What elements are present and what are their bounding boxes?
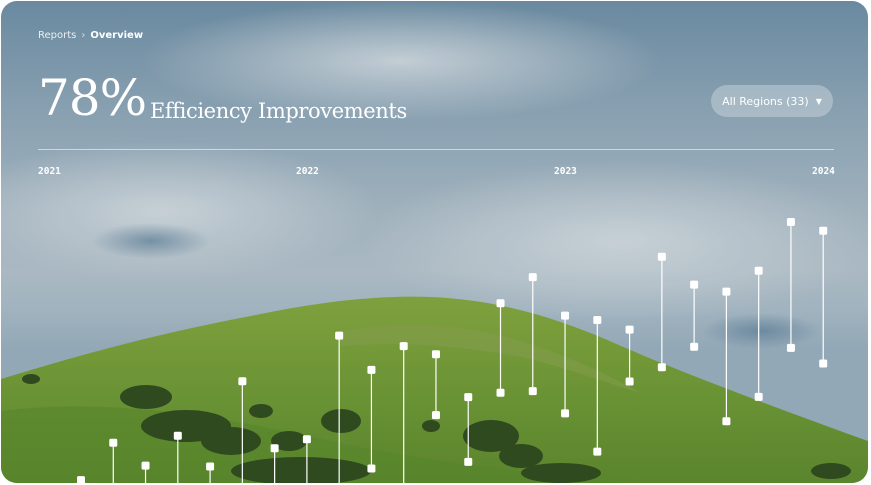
range-high-point[interactable] <box>173 431 182 440</box>
range-low-point[interactable] <box>657 363 666 372</box>
range-high-point[interactable] <box>657 252 666 261</box>
range-low-point[interactable] <box>561 409 570 418</box>
range-high-point[interactable] <box>754 266 763 275</box>
range-high-point[interactable] <box>464 393 473 402</box>
range-low-point[interactable] <box>528 387 537 396</box>
range-high-point[interactable] <box>625 325 634 334</box>
range-high-point[interactable] <box>367 365 376 374</box>
year-label-2022: 2022 <box>296 166 319 177</box>
range-high-point[interactable] <box>109 438 118 447</box>
range-high-point[interactable] <box>528 273 537 282</box>
breadcrumb: Reports › Overview <box>38 30 143 41</box>
range-high-point[interactable] <box>431 350 440 359</box>
range-low-point[interactable] <box>722 417 731 426</box>
year-label-2024: 2024 <box>812 166 835 177</box>
range-high-point[interactable] <box>819 226 828 235</box>
range-high-point[interactable] <box>77 476 85 483</box>
range-high-point[interactable] <box>593 316 602 325</box>
range-high-point[interactable] <box>561 311 570 320</box>
caret-down-icon: ▼ <box>815 96 822 106</box>
range-low-point[interactable] <box>754 392 763 401</box>
region-filter-dropdown[interactable]: All Regions (33) ▼ <box>711 85 833 117</box>
range-high-point[interactable] <box>302 435 311 444</box>
range-low-point[interactable] <box>786 343 795 352</box>
range-high-point[interactable] <box>238 377 247 386</box>
range-high-point[interactable] <box>399 342 408 351</box>
chevron-right-icon: › <box>81 30 86 41</box>
range-high-point[interactable] <box>690 280 699 289</box>
range-high-point[interactable] <box>335 331 344 340</box>
range-high-point[interactable] <box>722 287 731 296</box>
region-filter-label: All Regions (33) <box>722 94 809 108</box>
range-low-point[interactable] <box>819 359 828 368</box>
range-low-point[interactable] <box>367 464 376 473</box>
range-high-point[interactable] <box>786 218 795 226</box>
breadcrumb-current: Overview <box>90 30 144 41</box>
range-high-point[interactable] <box>496 299 505 308</box>
range-low-point[interactable] <box>496 388 505 397</box>
headline-metric-label: Efficiency Improvements <box>150 99 407 123</box>
year-label-2021: 2021 <box>38 166 61 177</box>
range-high-point[interactable] <box>206 462 215 471</box>
range-low-point[interactable] <box>690 342 699 351</box>
range-low-point[interactable] <box>431 411 440 420</box>
range-high-point[interactable] <box>141 461 150 470</box>
range-low-point[interactable] <box>464 457 473 466</box>
timeline-divider <box>38 149 834 150</box>
range-low-point[interactable] <box>625 377 634 386</box>
range-low-point[interactable] <box>593 447 602 456</box>
year-label-2023: 2023 <box>554 166 577 177</box>
breadcrumb-reports-link[interactable]: Reports <box>38 30 77 41</box>
range-high-point[interactable] <box>270 444 279 453</box>
headline-metric-value: 78% <box>38 69 147 127</box>
